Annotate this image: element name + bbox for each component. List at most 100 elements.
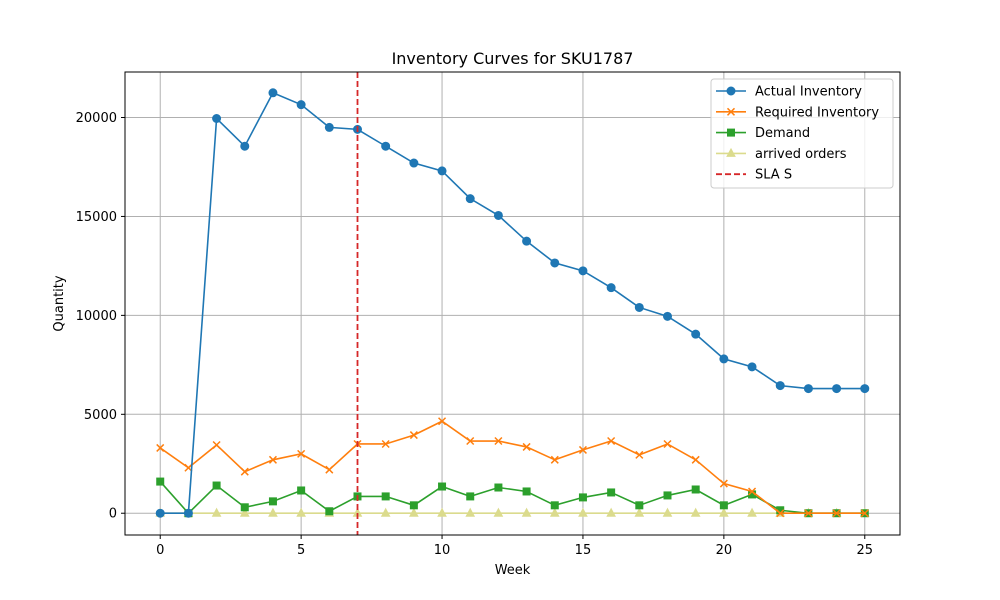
legend-item-required-inventory: Required Inventory	[716, 105, 879, 120]
demand-point	[297, 486, 306, 495]
actual-inventory-point	[296, 100, 306, 110]
legend-item-sla-s: SLA S	[716, 168, 792, 183]
x-tick-label: 5	[297, 543, 305, 558]
required-inventory-point	[297, 449, 306, 458]
required-inventory-point	[522, 442, 531, 451]
actual-inventory-point	[522, 236, 532, 246]
legend-item-demand: Demand	[716, 126, 810, 141]
actual-inventory-line	[160, 91, 865, 515]
actual-inventory-point	[775, 381, 785, 391]
arrived-orders-point	[747, 507, 757, 517]
required-inventory-point	[578, 445, 587, 454]
actual-inventory-point	[493, 210, 503, 220]
demand-point	[212, 481, 221, 490]
demand-point	[438, 482, 447, 491]
demand-point	[381, 492, 390, 501]
demand-point	[156, 477, 165, 486]
y-tick-label: 10000	[76, 309, 117, 324]
required-inventory-point	[719, 479, 728, 488]
actual-inventory-series	[155, 88, 870, 518]
x-axis: 0 5 10 15 20 25	[156, 535, 873, 558]
legend-marker	[726, 147, 736, 157]
legend-marker	[727, 128, 735, 137]
actual-inventory-point	[155, 508, 165, 518]
actual-inventory-point	[663, 311, 672, 321]
arrived-orders-point	[521, 507, 532, 517]
legend-label: Demand	[755, 126, 810, 141]
actual-inventory-point	[268, 88, 278, 98]
actual-inventory-point	[437, 166, 447, 176]
actual-inventory-point	[212, 113, 222, 123]
arrived-orders-point	[606, 507, 616, 517]
actual-inventory-point	[606, 283, 616, 293]
legend-item-arrived-orders: arrived orders	[716, 147, 847, 162]
legend-marker	[726, 107, 736, 116]
arrived-orders-point	[465, 507, 476, 517]
demand-point	[240, 503, 249, 512]
actual-inventory-point	[719, 354, 729, 364]
demand-line	[159, 481, 865, 515]
plot-area	[155, 72, 870, 535]
actual-inventory-point	[860, 384, 870, 394]
y-axis-label: Quantity	[52, 275, 67, 331]
demand-point	[607, 488, 616, 497]
actual-inventory-point	[832, 384, 842, 394]
demand-point	[325, 507, 334, 516]
actual-inventory-point	[381, 141, 391, 151]
axes-frame	[124, 71, 901, 536]
legend-label: Actual Inventory	[755, 85, 862, 100]
arrived-orders-point	[211, 507, 222, 517]
required-inventory-point	[635, 450, 644, 459]
required-inventory-point	[212, 440, 221, 450]
x-axis-label: Week	[495, 563, 531, 578]
required-inventory-point	[691, 455, 700, 464]
arrived-orders-point	[268, 507, 278, 517]
actual-inventory-point	[747, 362, 757, 372]
arrived-orders-point	[409, 507, 419, 517]
actual-inventory-point	[240, 141, 250, 151]
demand-point	[663, 491, 672, 500]
legend: Actual Inventory Required Inventory Demand…	[710, 78, 894, 189]
x-tick-label: 15	[575, 543, 592, 558]
demand-point	[268, 497, 277, 506]
demand-point	[550, 501, 559, 510]
required-inventory-point	[409, 431, 418, 440]
arrived-orders-point	[549, 507, 560, 517]
arrived-orders-point	[437, 507, 447, 517]
x-tick-label: 0	[156, 543, 164, 558]
required-inventory-point	[268, 455, 277, 464]
arrived-orders-point	[719, 507, 729, 517]
required-inventory-point	[466, 436, 475, 446]
actual-inventory-point	[578, 266, 588, 276]
required-inventory-point	[860, 509, 869, 518]
x-tick-label: 25	[856, 543, 873, 558]
y-tick-label: 15000	[76, 210, 117, 225]
actual-inventory-point	[409, 158, 419, 168]
y-tick-label: 5000	[84, 408, 117, 423]
arrived-orders-point	[662, 507, 673, 517]
actual-inventory-point	[691, 329, 701, 339]
y-axis: 0 5000 10000 15000 20000	[76, 111, 125, 522]
actual-inventory-point	[183, 508, 193, 518]
required-inventory-series	[156, 417, 869, 518]
demand-point	[409, 501, 418, 510]
required-inventory-point	[607, 436, 616, 446]
required-inventory-point	[748, 487, 757, 496]
legend-box	[710, 78, 894, 189]
legend-label: arrived orders	[755, 147, 847, 162]
demand-point	[494, 483, 503, 492]
required-inventory-point	[550, 455, 559, 464]
required-inventory-point	[156, 443, 165, 452]
required-inventory-point	[325, 465, 334, 474]
y-tick-label: 0	[109, 507, 117, 522]
arrived-orders-point	[690, 507, 701, 517]
actual-inventory-point	[803, 384, 813, 394]
actual-inventory-point	[550, 258, 560, 268]
legend-marker	[726, 86, 736, 96]
required-inventory-point	[381, 439, 390, 449]
arrived-orders-point	[578, 507, 588, 517]
demand-point	[522, 487, 531, 496]
chart-title: Inventory Curves for SKU1787	[392, 49, 634, 68]
demand-point	[719, 501, 728, 510]
